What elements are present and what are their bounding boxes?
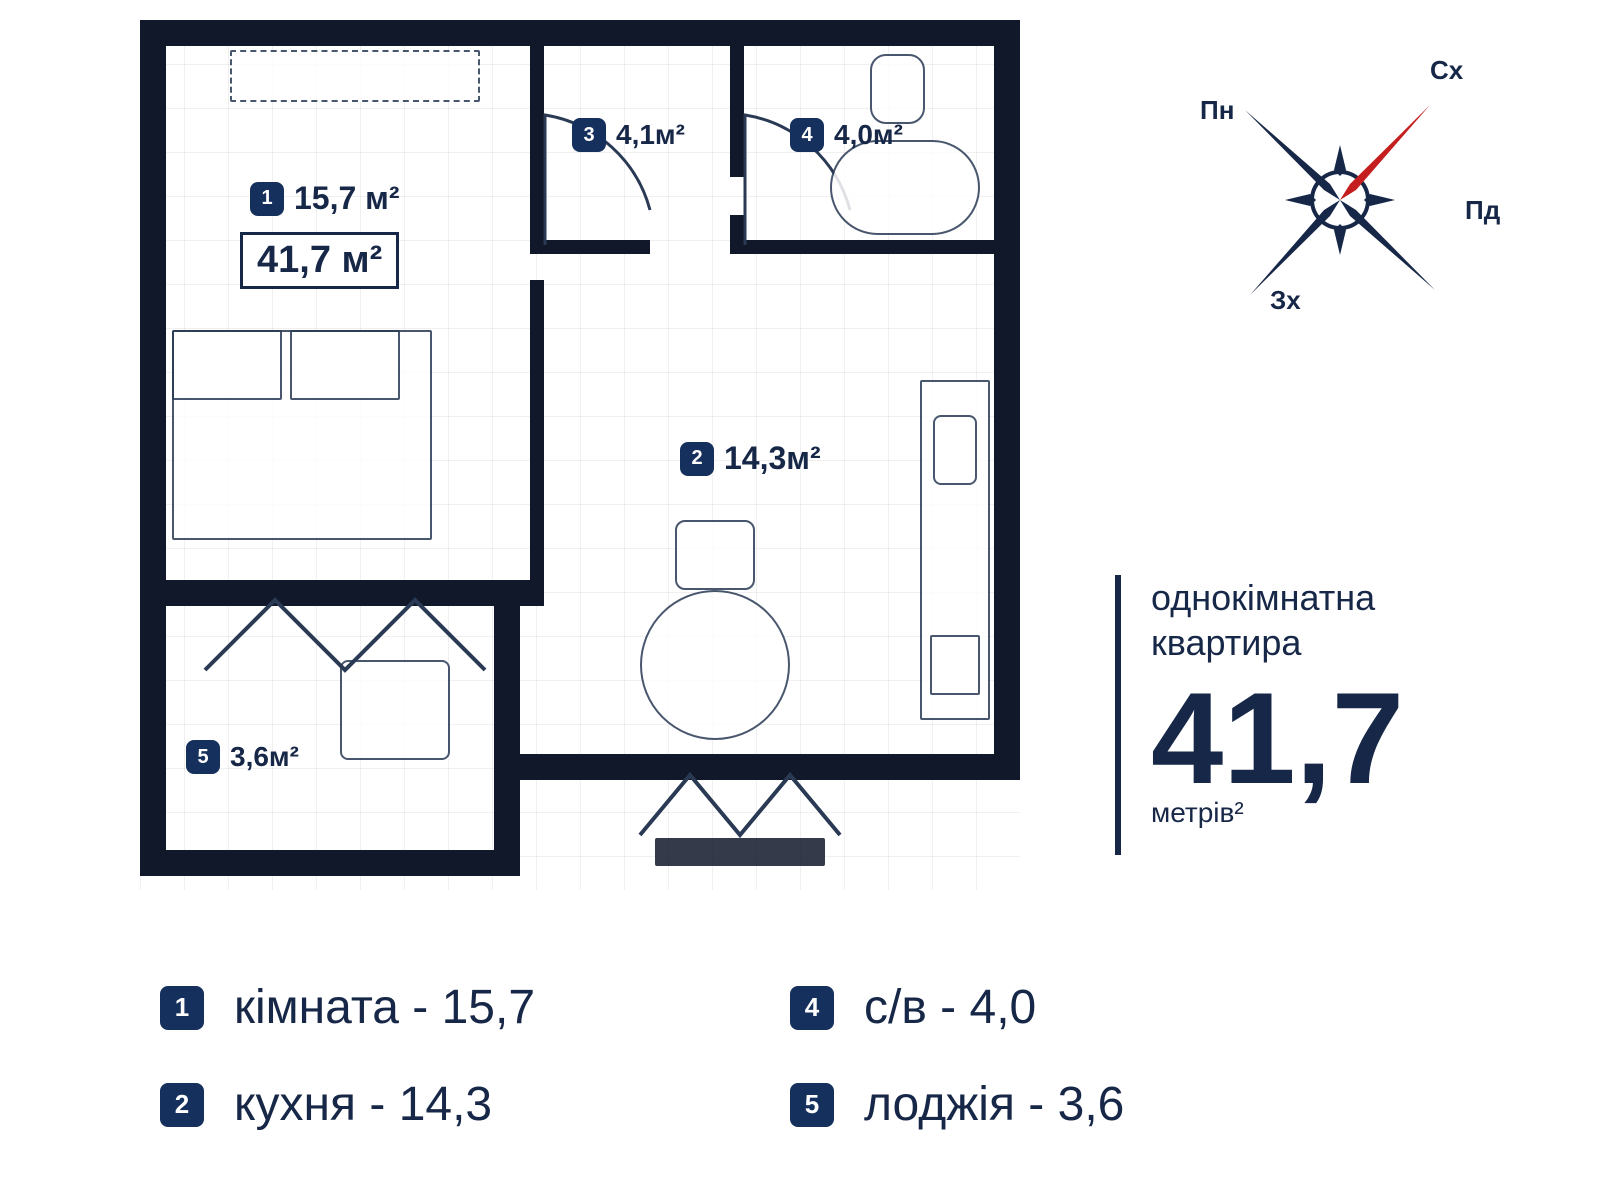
dining-table-icon bbox=[640, 590, 790, 740]
total-area-box: 41,7 м² bbox=[240, 232, 399, 289]
room-area: 3,6м² bbox=[230, 741, 299, 773]
room-area: 14,3м² bbox=[724, 440, 821, 477]
compass-label-e: Пд bbox=[1465, 195, 1500, 226]
apartment-type-line1: однокімнатна bbox=[1151, 575, 1510, 620]
toilet-icon bbox=[870, 54, 925, 124]
floorplan-canvas: 1 15,7 м² 3 4,1м² 4 4,0м² 2 14,3м² 5 3,6… bbox=[0, 0, 1600, 1200]
bathtub-icon bbox=[830, 140, 980, 235]
compass: Сх Пн Пд Зх bbox=[1170, 50, 1510, 340]
legend-badge: 4 bbox=[790, 986, 834, 1030]
legend: 1 кімната - 15,7 4 с/в - 4,0 2 кухня - 1… bbox=[160, 980, 1360, 1132]
window-icon bbox=[195, 590, 495, 680]
room-badge: 4 bbox=[790, 118, 824, 152]
hob-icon bbox=[930, 635, 980, 695]
compass-label-s: Зх bbox=[1270, 285, 1301, 316]
pillow-icon bbox=[172, 330, 282, 400]
room-area: 15,7 м² bbox=[294, 180, 400, 217]
room-label-1: 1 15,7 м² bbox=[250, 180, 400, 217]
summary-panel: однокімнатна квартира 41,7 метрів² bbox=[1115, 575, 1510, 855]
total-area-value: 41,7 bbox=[1151, 673, 1510, 803]
apartment-type-line2: квартира bbox=[1151, 620, 1510, 665]
room-area: 4,0м² bbox=[834, 119, 903, 151]
window-sill-icon bbox=[655, 838, 825, 866]
room-label-5: 5 3,6м² bbox=[186, 740, 299, 774]
compass-rose-icon bbox=[1170, 50, 1510, 340]
room-label-2: 2 14,3м² bbox=[680, 440, 821, 477]
legend-text: кімната - 15,7 bbox=[234, 980, 535, 1035]
room-badge: 1 bbox=[250, 182, 284, 216]
room-label-3: 3 4,1м² bbox=[572, 118, 685, 152]
wardrobe-icon bbox=[230, 50, 480, 102]
legend-badge: 5 bbox=[790, 1083, 834, 1127]
floorplan: 1 15,7 м² 3 4,1м² 4 4,0м² 2 14,3м² 5 3,6… bbox=[140, 20, 1020, 890]
compass-label-n: Сх bbox=[1430, 55, 1463, 86]
room-label-4: 4 4,0м² bbox=[790, 118, 903, 152]
legend-badge: 1 bbox=[160, 986, 204, 1030]
legend-item: 2 кухня - 14,3 bbox=[160, 1077, 730, 1132]
legend-item: 5 лоджія - 3,6 bbox=[790, 1077, 1360, 1132]
pillow-icon bbox=[290, 330, 400, 400]
chair-icon bbox=[675, 520, 755, 590]
legend-badge: 2 bbox=[160, 1083, 204, 1127]
legend-text: с/в - 4,0 bbox=[864, 980, 1036, 1035]
room-area: 4,1м² bbox=[616, 119, 685, 151]
legend-item: 4 с/в - 4,0 bbox=[790, 980, 1360, 1035]
legend-item: 1 кімната - 15,7 bbox=[160, 980, 730, 1035]
sink-icon bbox=[933, 415, 977, 485]
room-badge: 2 bbox=[680, 442, 714, 476]
window-icon bbox=[630, 765, 850, 845]
legend-text: лоджія - 3,6 bbox=[864, 1077, 1124, 1132]
room-badge: 5 bbox=[186, 740, 220, 774]
compass-label-w: Пн bbox=[1200, 95, 1234, 126]
legend-text: кухня - 14,3 bbox=[234, 1077, 492, 1132]
room-badge: 3 bbox=[572, 118, 606, 152]
